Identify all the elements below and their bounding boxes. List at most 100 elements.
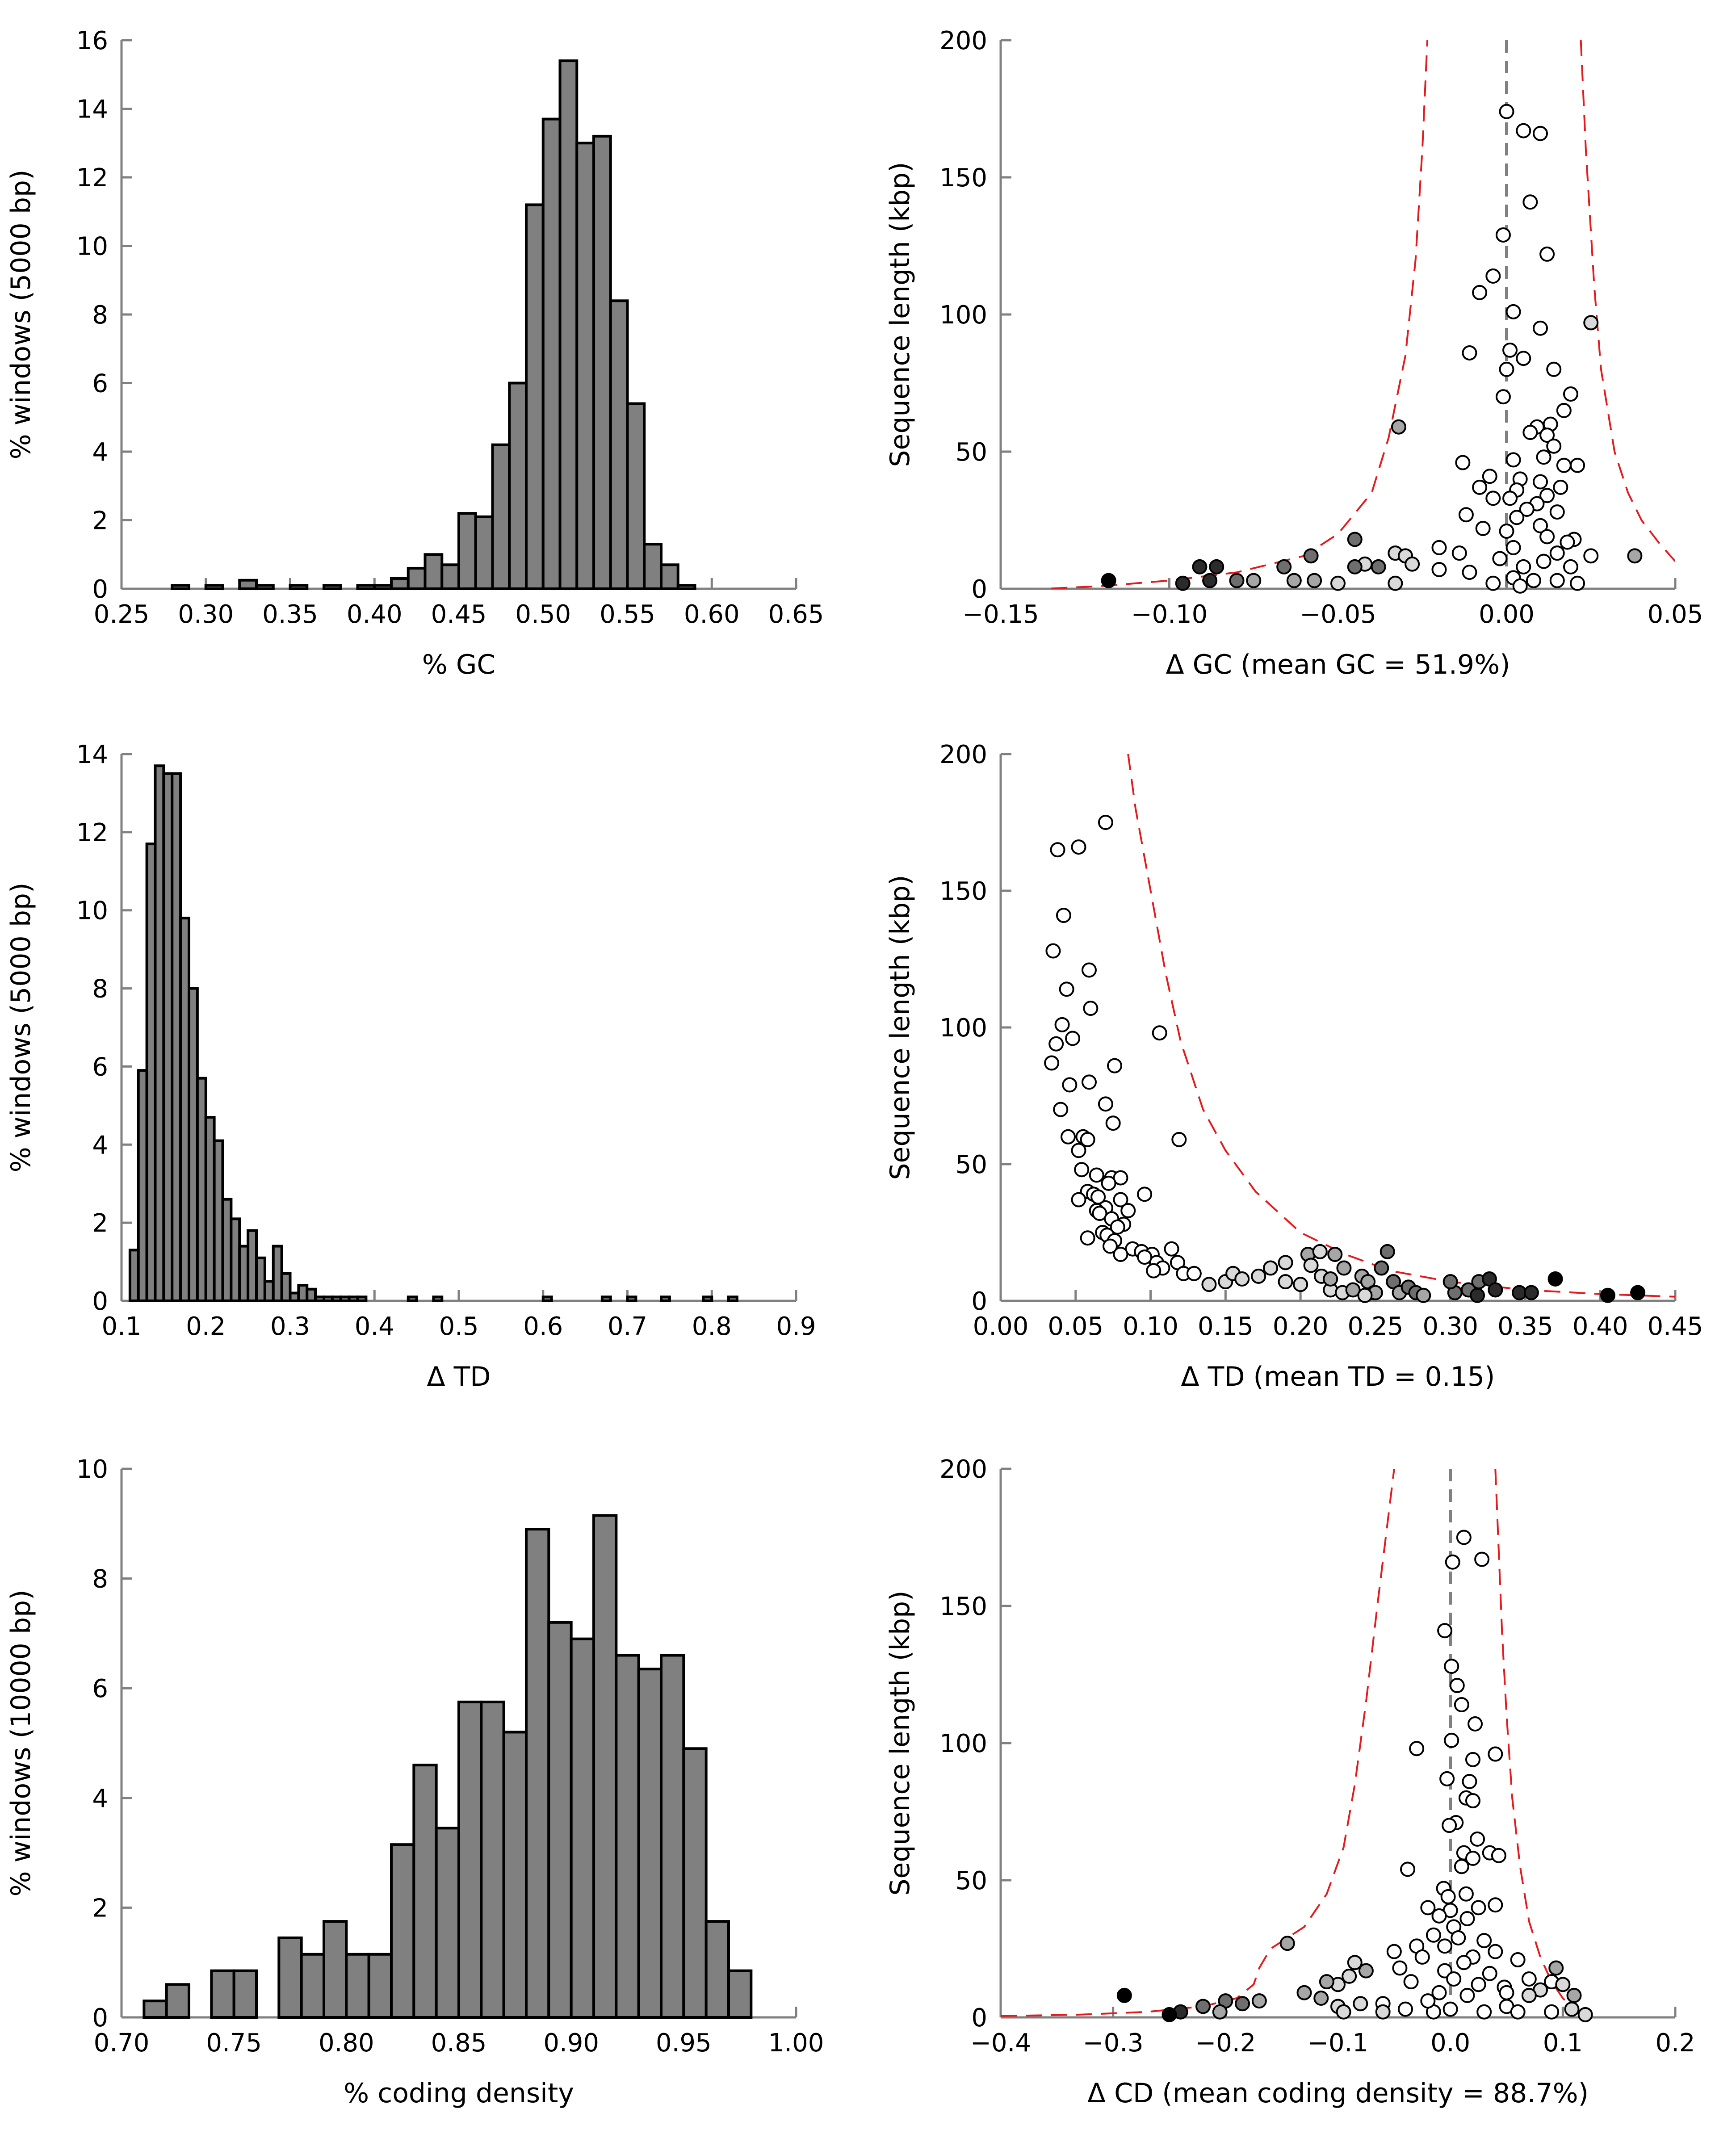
x-tick-label: 0.8: [692, 1312, 732, 1341]
x-tick-label: 0.80: [319, 2029, 374, 2058]
data-point: [1556, 402, 1572, 418]
data-point: [1549, 573, 1565, 588]
data-point: [1454, 1859, 1469, 1874]
data-point: [1420, 1993, 1436, 2009]
data-point: [1431, 540, 1447, 555]
histogram-bar: [491, 443, 511, 591]
data-point: [1458, 507, 1474, 523]
data-point: [1505, 540, 1521, 555]
data-point: [1045, 943, 1061, 959]
data-point: [1548, 1960, 1564, 1976]
data-point: [1105, 1115, 1121, 1131]
y-axis-label: Sequence length (kbp): [885, 875, 916, 1180]
y-tick-label: 2: [92, 1209, 108, 1238]
histogram-bar: [390, 577, 410, 590]
data-point: [1491, 1848, 1506, 1863]
x-tick-label: 0.20: [1273, 1312, 1329, 1341]
histogram-bar: [541, 117, 562, 590]
histogram-bar: [210, 1969, 235, 2019]
x-axis-label: Δ GC (mean GC = 51.9%): [1166, 649, 1510, 680]
data-point: [1347, 559, 1363, 574]
data-point: [1162, 2007, 1177, 2022]
data-point: [1319, 1974, 1334, 1990]
x-axis-label: Δ TD (mean TD = 0.15): [1181, 1361, 1495, 1392]
y-axis-label: % windows (10000 bp): [5, 1590, 37, 1897]
histogram-bar: [367, 1953, 393, 2019]
data-point: [1485, 268, 1501, 284]
y-tick-label: 200: [939, 740, 987, 769]
data-point: [1080, 1230, 1095, 1246]
x-tick-label: 0.5: [439, 1312, 478, 1341]
data-point: [1470, 1831, 1485, 1847]
data-point: [1533, 320, 1548, 336]
histogram-bar: [660, 1654, 685, 2019]
data-point: [1465, 1752, 1480, 1767]
data-point: [1327, 1246, 1343, 1262]
y-tick-label: 10: [76, 1455, 108, 1484]
data-point: [1080, 1132, 1095, 1147]
data-point: [1570, 457, 1585, 473]
x-tick-label: 0.55: [600, 600, 655, 629]
data-point: [1192, 559, 1208, 574]
x-tick-label: 0.00: [1479, 600, 1535, 629]
data-point: [1495, 227, 1511, 243]
data-point: [1539, 529, 1555, 545]
data-point: [1516, 559, 1531, 574]
data-point: [1392, 1960, 1408, 1976]
histogram-bar: [682, 1747, 708, 2019]
histogram-bar: [407, 566, 427, 590]
data-point: [1465, 1793, 1480, 1808]
data-point: [1563, 386, 1578, 402]
x-tick-label: −0.4: [970, 2029, 1031, 2058]
data-point: [1437, 1938, 1453, 1954]
data-point: [1342, 1968, 1357, 1984]
data-point: [1519, 501, 1535, 517]
histogram-bar: [204, 584, 224, 590]
y-tick-label: 6: [92, 1052, 108, 1082]
data-point: [1044, 1055, 1060, 1071]
data-point: [1347, 532, 1363, 547]
data-point: [1546, 361, 1562, 377]
data-point: [1566, 1987, 1582, 2003]
data-point: [1488, 1944, 1503, 1959]
data-point: [1547, 1271, 1563, 1287]
data-point: [1472, 479, 1488, 495]
confidence-envelope-right: [1494, 1469, 1586, 2016]
data-point: [1471, 1977, 1486, 1992]
x-tick-label: −0.15: [962, 600, 1039, 629]
data-point: [1442, 2001, 1458, 2017]
data-point: [1476, 1933, 1492, 1949]
data-point: [1386, 1944, 1402, 1959]
data-point: [1420, 1900, 1436, 1916]
data-point: [1462, 565, 1477, 580]
data-point: [1330, 575, 1346, 591]
data-point: [1431, 1985, 1447, 2000]
y-tick-label: 150: [939, 163, 987, 193]
x-tick-label: 0.1: [101, 1312, 141, 1341]
y-tick-label: 150: [939, 1592, 987, 1621]
y-tick-label: 6: [92, 369, 108, 398]
x-tick-label: 0.10: [1123, 1312, 1178, 1341]
data-point: [1564, 2001, 1580, 2017]
histogram-bar: [525, 203, 545, 590]
data-point: [1533, 518, 1548, 533]
histogram-bar: [407, 1295, 418, 1302]
histogram-bar: [592, 134, 612, 590]
data-point: [1523, 1285, 1539, 1300]
data-point: [1234, 1271, 1250, 1287]
histogram-bar: [570, 1637, 595, 2019]
histogram-bar: [547, 1621, 573, 2019]
histogram-bar: [232, 1969, 258, 2019]
histogram-bar: [280, 1272, 292, 1303]
data-point: [1071, 1192, 1086, 1207]
data-point: [1471, 1900, 1486, 1916]
data-point: [1627, 548, 1643, 564]
x-tick-label: 0.4: [355, 1312, 394, 1341]
histogram-bar: [424, 553, 444, 590]
data-point: [1195, 1999, 1211, 2014]
scatter-cd-panel: −0.4 −0.3 −0.2 −0.1 0.0 0.1 0.2 0 50 100 150 200 Δ C…: [885, 1455, 1695, 2109]
data-point: [1201, 1277, 1217, 1292]
data-point: [1505, 452, 1521, 468]
data-point: [1462, 1773, 1477, 1789]
data-point: [1502, 342, 1518, 358]
